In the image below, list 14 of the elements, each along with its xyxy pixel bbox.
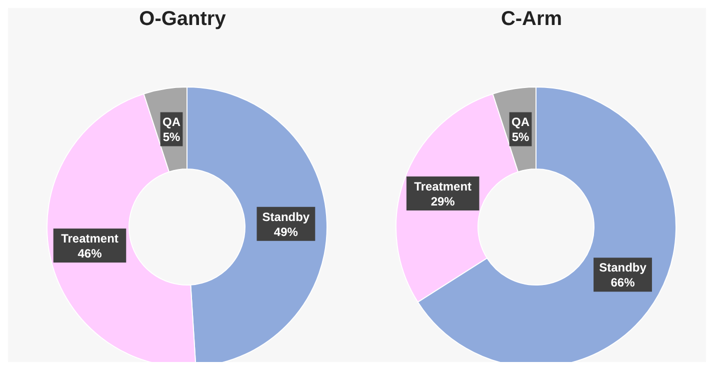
data-label: 66% [610, 276, 636, 290]
chart-title: O-Gantry [138, 8, 227, 32]
slice-label: Treatment [414, 179, 472, 194]
slice-label: Treatment [61, 232, 118, 246]
chart-title: C-Arm [500, 8, 564, 32]
data-label: 5% [162, 130, 181, 144]
data-label: 5% [512, 130, 530, 144]
slice-label: Standby [599, 260, 647, 275]
slice-label: QA [162, 115, 181, 130]
data-label: 29% [430, 194, 456, 208]
data-label: 49% [274, 224, 298, 239]
slice-label: QA [512, 115, 530, 130]
data-label: 46% [78, 246, 102, 261]
slice-label: Standby [262, 210, 310, 224]
